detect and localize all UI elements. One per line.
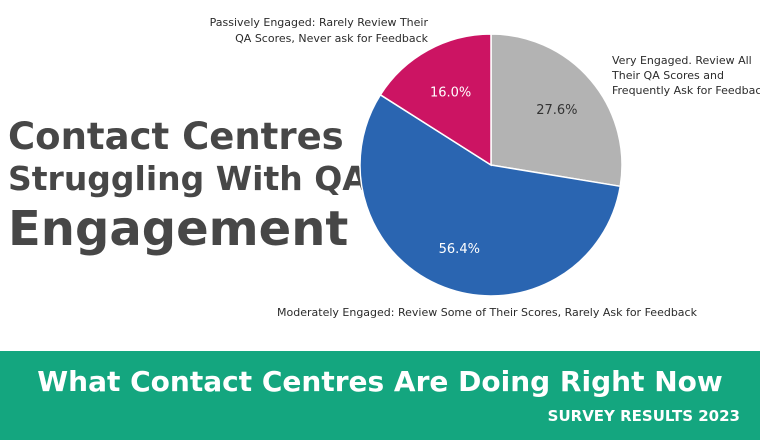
footer-title: What Contact Centres Are Doing Right Now bbox=[37, 365, 723, 398]
pie-value-label-moderately-engaged: 56.4% bbox=[439, 242, 480, 257]
pie-chart: 27.6% 56.4% 16.0% Very Engaged. Review All T… bbox=[210, 16, 760, 319]
headline-line-3: Engagement bbox=[8, 201, 349, 257]
pie-value-label-very-engaged: 27.6% bbox=[536, 103, 577, 118]
footer-subtitle: SURVEY RESULTS 2023 bbox=[547, 407, 740, 425]
pie-category-label-very-engaged: Very Engaged. Review All Their QA Scores … bbox=[611, 54, 760, 97]
headline-line-1: Contact Centres bbox=[8, 115, 344, 158]
pie-category-label-line: Very Engaged. Review All bbox=[612, 54, 752, 67]
pie-category-label-line: Frequently Ask for Feedback bbox=[612, 84, 760, 97]
pie-slice-passively-engaged bbox=[379, 33, 492, 167]
footer-banner: What Contact Centres Are Doing Right Now… bbox=[0, 351, 760, 440]
pie-slice-very-engaged bbox=[490, 33, 623, 188]
pie-category-label-passively-engaged: Passively Engaged: Rarely Review Their QA… bbox=[210, 16, 429, 45]
pie-slice-moderately-engaged bbox=[359, 93, 622, 297]
headline-line-2: Struggling With QA bbox=[8, 159, 368, 198]
pie-category-label-line: Moderately Engaged: Review Some of Their… bbox=[277, 306, 698, 319]
pie-category-label-line: QA Scores, Never ask for Feedback bbox=[235, 32, 428, 45]
pie-value-label-passively-engaged: 16.0% bbox=[430, 86, 471, 101]
headline: Contact Centres Struggling With QA Engag… bbox=[8, 115, 368, 259]
pie-category-label-line: Their QA Scores and bbox=[611, 69, 724, 82]
pie-category-label-moderately-engaged: Moderately Engaged: Review Some of Their… bbox=[277, 306, 698, 319]
pie-category-label-line: Passively Engaged: Rarely Review Their bbox=[210, 16, 429, 29]
